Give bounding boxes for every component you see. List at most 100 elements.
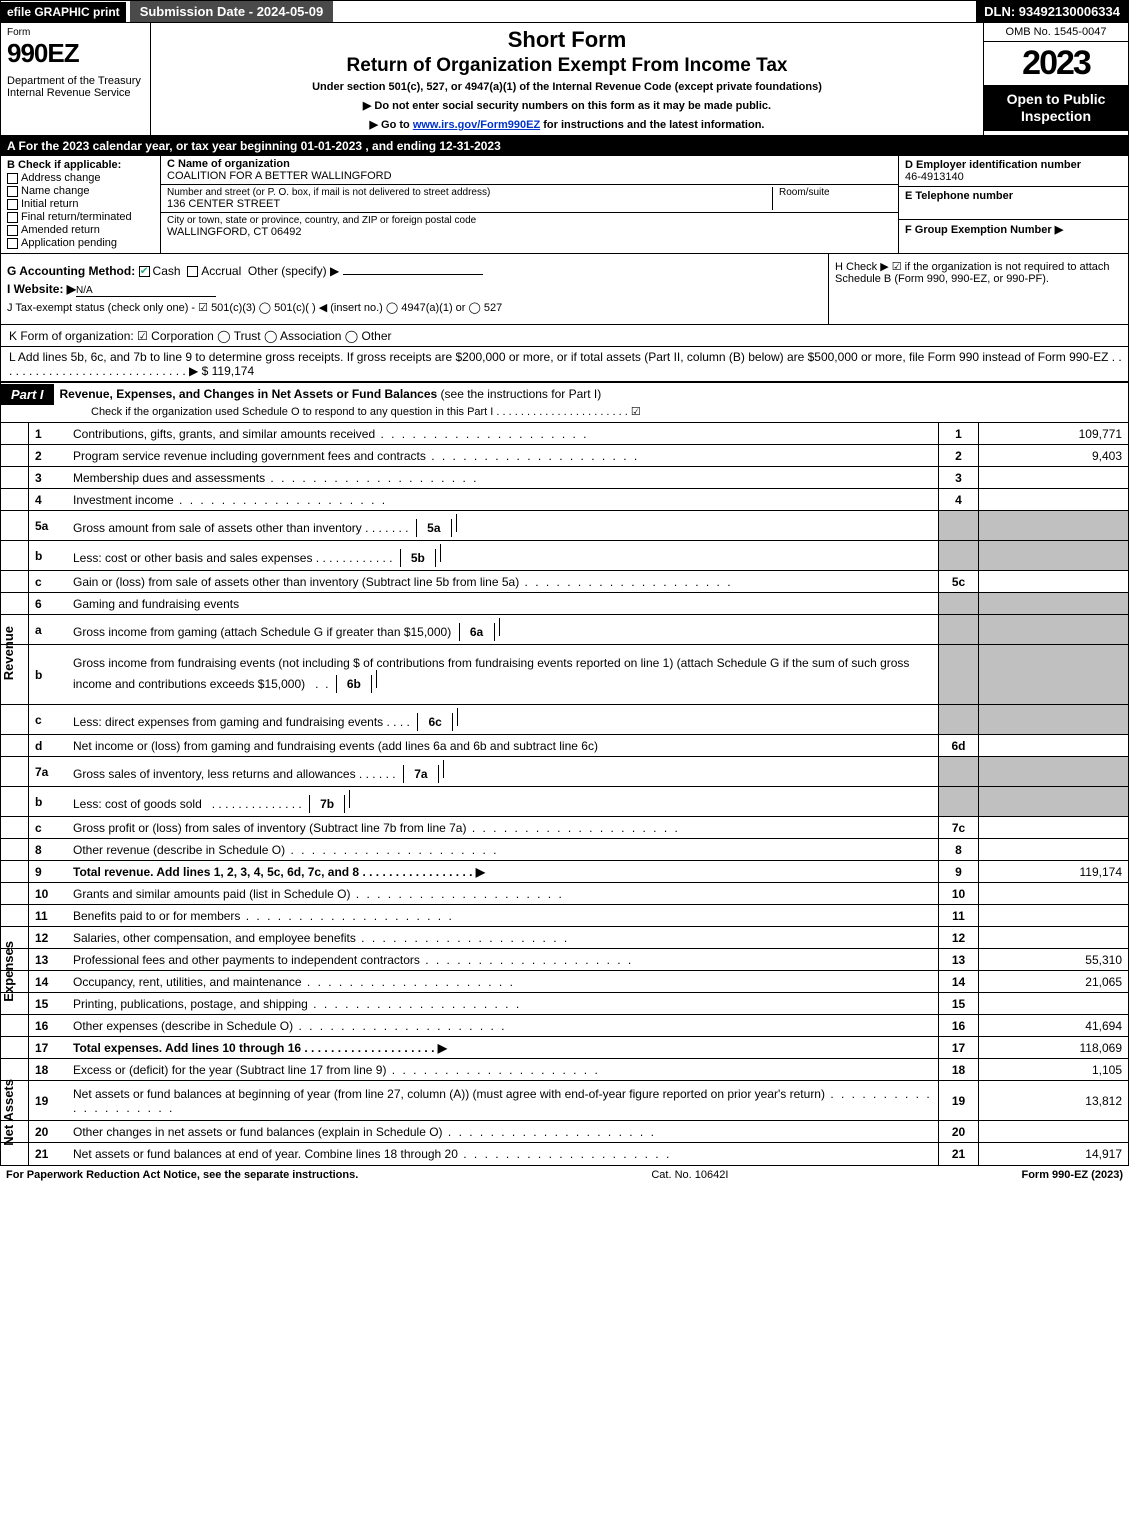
- ein-cell: D Employer identification number 46-4913…: [899, 156, 1128, 187]
- part-i-header: Part I Revenue, Expenses, and Changes in…: [1, 382, 1128, 423]
- subtitle: Under section 501(c), 527, or 4947(a)(1)…: [159, 81, 975, 93]
- irs-link[interactable]: www.irs.gov/Form990EZ: [413, 119, 540, 131]
- org-name: COALITION FOR A BETTER WALLINGFORD: [167, 170, 892, 182]
- tel-label: E Telephone number: [905, 190, 1122, 202]
- line-20: 20Other changes in net assets or fund ba…: [1, 1121, 1128, 1143]
- dln-label: DLN: 93492130006334: [976, 1, 1128, 22]
- section-bcdef: B Check if applicable: Address change Na…: [1, 156, 1128, 254]
- form-word: Form: [7, 27, 144, 38]
- chk-cash[interactable]: [139, 266, 150, 277]
- street-cell: Number and street (or P. O. box, if mail…: [161, 185, 898, 213]
- chk-initial-return[interactable]: Initial return: [7, 198, 154, 210]
- line-21: 21Net assets or fund balances at end of …: [1, 1143, 1128, 1165]
- form-container: efile GRAPHIC print Submission Date - 20…: [0, 0, 1129, 1166]
- form-number: 990EZ: [7, 38, 144, 69]
- line-15: 15Printing, publications, postage, and s…: [1, 993, 1128, 1015]
- chk-final-return[interactable]: Final return/terminated: [7, 211, 154, 223]
- chk-accrual[interactable]: [187, 266, 198, 277]
- goto-post: for instructions and the latest informat…: [540, 119, 764, 131]
- line-7b: bLess: cost of goods sold . . . . . . . …: [1, 787, 1128, 817]
- line-5c: cGain or (loss) from sale of assets othe…: [1, 571, 1128, 593]
- group-exemption-cell: F Group Exemption Number ▶: [899, 220, 1128, 253]
- footer-left: For Paperwork Reduction Act Notice, see …: [6, 1169, 358, 1181]
- line-9: 9Total revenue. Add lines 1, 2, 3, 4, 5c…: [1, 861, 1128, 883]
- expenses-side-label: Expenses: [1, 937, 28, 1006]
- b-label: B Check if applicable:: [7, 159, 154, 171]
- submission-date: Submission Date - 2024-05-09: [130, 1, 334, 22]
- goto-line: ▶ Go to www.irs.gov/Form990EZ for instru…: [159, 118, 975, 131]
- expenses-block: Expenses 10Grants and similar amounts pa…: [1, 883, 1128, 1059]
- h-text: H Check ▶ ☑ if the organization is not r…: [835, 260, 1122, 285]
- line-6a: aGross income from gaming (attach Schedu…: [1, 615, 1128, 645]
- column-def: D Employer identification number 46-4913…: [898, 156, 1128, 253]
- chk-address-change[interactable]: Address change: [7, 172, 154, 184]
- line-14: 14Occupancy, rent, utilities, and mainte…: [1, 971, 1128, 993]
- column-c: C Name of organization COALITION FOR A B…: [161, 156, 898, 253]
- revenue-block: Revenue 1Contributions, gifts, grants, a…: [1, 423, 1128, 883]
- line-g: G Accounting Method: Cash Accrual Other …: [7, 264, 822, 278]
- line-4: 4Investment income4: [1, 489, 1128, 511]
- chk-amended-return[interactable]: Amended return: [7, 224, 154, 236]
- inspection-badge: Open to Public Inspection: [984, 85, 1128, 131]
- line-17: 17Total expenses. Add lines 10 through 1…: [1, 1037, 1128, 1059]
- other-specify-input[interactable]: [343, 274, 483, 275]
- g-label: G Accounting Method:: [7, 264, 135, 278]
- net-assets-block: Net Assets 18Excess or (deficit) for the…: [1, 1059, 1128, 1165]
- page-footer: For Paperwork Reduction Act Notice, see …: [0, 1166, 1129, 1184]
- line-k: K Form of organization: ☑ Corporation ◯ …: [1, 325, 1128, 347]
- line-7c: cGross profit or (loss) from sales of in…: [1, 817, 1128, 839]
- line-13: 13Professional fees and other payments t…: [1, 949, 1128, 971]
- line-6d: dNet income or (loss) from gaming and fu…: [1, 735, 1128, 757]
- title-return: Return of Organization Exempt From Incom…: [159, 55, 975, 77]
- part-i-badge: Part I: [1, 384, 54, 405]
- line-6: 6Gaming and fundraising events: [1, 593, 1128, 615]
- line-6c: cLess: direct expenses from gaming and f…: [1, 705, 1128, 735]
- line-5a: 5aGross amount from sale of assets other…: [1, 511, 1128, 541]
- line-1: 1Contributions, gifts, grants, and simil…: [1, 423, 1128, 445]
- line-10: 10Grants and similar amounts paid (list …: [1, 883, 1128, 905]
- ein-label: D Employer identification number: [905, 159, 1122, 171]
- part-i-check: Check if the organization used Schedule …: [1, 405, 1128, 422]
- street-value: 136 CENTER STREET: [167, 198, 772, 210]
- line-16: 16Other expenses (describe in Schedule O…: [1, 1015, 1128, 1037]
- efile-label: efile GRAPHIC print: [1, 2, 126, 22]
- group-label: F Group Exemption Number ▶: [905, 223, 1122, 236]
- warning-ssn: ▶ Do not enter social security numbers o…: [159, 99, 975, 112]
- header-left: Form 990EZ Department of the Treasury In…: [1, 23, 151, 135]
- line-5b: bLess: cost or other basis and sales exp…: [1, 541, 1128, 571]
- row-a-period: A For the 2023 calendar year, or tax yea…: [1, 136, 1128, 156]
- l-text: L Add lines 5b, 6c, and 7b to line 9 to …: [1, 347, 1128, 381]
- line-l: L Add lines 5b, 6c, and 7b to line 9 to …: [1, 347, 1128, 382]
- column-gij: G Accounting Method: Cash Accrual Other …: [1, 254, 828, 324]
- chk-name-change[interactable]: Name change: [7, 185, 154, 197]
- website-value: N/A: [76, 285, 216, 297]
- chk-application-pending[interactable]: Application pending: [7, 237, 154, 249]
- header-right: OMB No. 1545-0047 2023 Open to Public In…: [983, 23, 1128, 135]
- k-text: K Form of organization: ☑ Corporation ◯ …: [1, 326, 1128, 346]
- c-name-label: C Name of organization: [167, 158, 892, 170]
- city-label: City or town, state or province, country…: [167, 215, 892, 226]
- column-b: B Check if applicable: Address change Na…: [1, 156, 161, 253]
- ein-value: 46-4913140: [905, 171, 1122, 183]
- column-h: H Check ▶ ☑ if the organization is not r…: [828, 254, 1128, 324]
- revenue-side-label: Revenue: [1, 622, 28, 684]
- goto-pre: ▶ Go to: [370, 119, 413, 131]
- line-3: 3Membership dues and assessments3: [1, 467, 1128, 489]
- line-11: 11Benefits paid to or for members11: [1, 905, 1128, 927]
- line-18: 18Excess or (deficit) for the year (Subt…: [1, 1059, 1128, 1081]
- street-label: Number and street (or P. O. box, if mail…: [167, 187, 772, 198]
- city-cell: City or town, state or province, country…: [161, 213, 898, 240]
- line-19: 19Net assets or fund balances at beginni…: [1, 1081, 1128, 1121]
- form-header: Form 990EZ Department of the Treasury In…: [1, 23, 1128, 136]
- netassets-side-label: Net Assets: [1, 1075, 28, 1150]
- top-bar: efile GRAPHIC print Submission Date - 20…: [1, 1, 1128, 23]
- i-label: I Website: ▶: [7, 282, 76, 296]
- line-i: I Website: ▶N/A: [7, 282, 822, 297]
- part-i-title: Revenue, Expenses, and Changes in Net As…: [54, 383, 608, 405]
- department-label: Department of the Treasury Internal Reve…: [7, 75, 144, 99]
- omb-number: OMB No. 1545-0047: [984, 23, 1128, 42]
- line-12: 12Salaries, other compensation, and empl…: [1, 927, 1128, 949]
- tel-cell: E Telephone number: [899, 187, 1128, 220]
- tax-year: 2023: [984, 42, 1128, 85]
- line-6b: bGross income from fundraising events (n…: [1, 645, 1128, 705]
